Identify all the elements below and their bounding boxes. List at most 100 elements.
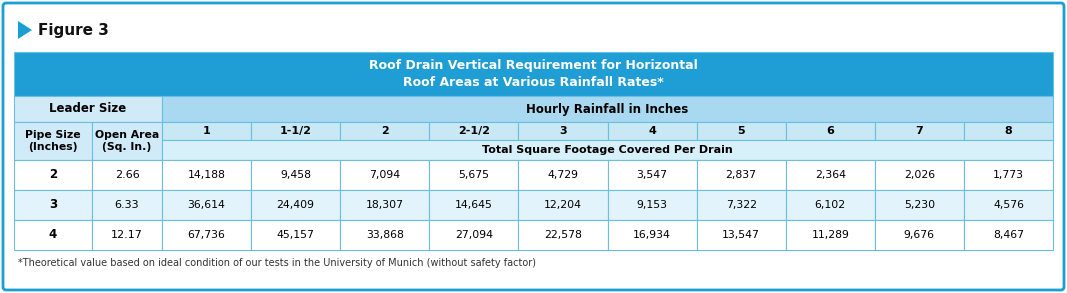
Text: Open Area
(Sq. In.): Open Area (Sq. In.)	[95, 130, 159, 152]
Bar	[251, 220, 340, 250]
Text: 12.17: 12.17	[111, 230, 143, 240]
Bar	[964, 220, 1053, 250]
Text: 5,675: 5,675	[459, 170, 490, 180]
Text: 3,547: 3,547	[637, 170, 668, 180]
Bar	[92, 220, 162, 250]
Text: Figure 3: Figure 3	[38, 23, 109, 38]
Text: 2.66: 2.66	[114, 170, 140, 180]
Bar	[875, 160, 964, 190]
Bar	[14, 122, 92, 160]
Bar	[607, 190, 697, 220]
Bar	[519, 122, 607, 140]
Bar	[519, 220, 607, 250]
Bar	[162, 160, 251, 190]
Text: 6: 6	[826, 126, 834, 136]
Text: 2,837: 2,837	[726, 170, 757, 180]
Bar	[519, 160, 607, 190]
Text: 16,934: 16,934	[633, 230, 671, 240]
Bar	[14, 96, 162, 122]
Bar	[92, 160, 162, 190]
Text: Hourly Rainfall in Inches: Hourly Rainfall in Inches	[526, 103, 688, 115]
Bar	[340, 220, 429, 250]
Text: Pipe Size
(Inches): Pipe Size (Inches)	[26, 130, 81, 152]
Bar	[964, 122, 1053, 140]
Bar	[875, 122, 964, 140]
Text: 7: 7	[915, 126, 923, 136]
Bar	[162, 122, 251, 140]
Text: 8,467: 8,467	[993, 230, 1024, 240]
Text: Leader Size: Leader Size	[49, 103, 127, 115]
Bar	[92, 190, 162, 220]
Text: 45,157: 45,157	[276, 230, 315, 240]
Text: 6,102: 6,102	[815, 200, 846, 210]
Bar	[162, 190, 251, 220]
Bar	[14, 190, 92, 220]
Bar	[607, 122, 697, 140]
Bar	[697, 160, 785, 190]
Bar	[785, 122, 875, 140]
Text: 24,409: 24,409	[276, 200, 315, 210]
Bar	[162, 96, 1053, 122]
Text: 14,645: 14,645	[455, 200, 493, 210]
Text: 5,230: 5,230	[904, 200, 935, 210]
Polygon shape	[18, 21, 32, 39]
Bar	[429, 220, 519, 250]
Text: 2: 2	[381, 126, 388, 136]
Text: 8: 8	[1004, 126, 1013, 136]
Text: 7,322: 7,322	[726, 200, 757, 210]
Bar	[340, 122, 429, 140]
Bar	[340, 190, 429, 220]
Bar	[429, 122, 519, 140]
Text: 9,153: 9,153	[637, 200, 668, 210]
Bar	[607, 160, 697, 190]
Text: 1: 1	[203, 126, 210, 136]
Text: 13,547: 13,547	[722, 230, 760, 240]
Text: 2: 2	[49, 168, 57, 181]
Bar	[607, 220, 697, 250]
Text: 36,614: 36,614	[188, 200, 225, 210]
Text: 5: 5	[737, 126, 745, 136]
FancyBboxPatch shape	[3, 3, 1064, 290]
Text: 7,094: 7,094	[369, 170, 400, 180]
Bar	[251, 160, 340, 190]
Text: 11,289: 11,289	[811, 230, 849, 240]
Bar	[14, 160, 92, 190]
Bar	[697, 220, 785, 250]
Bar	[162, 140, 1053, 160]
Bar	[964, 190, 1053, 220]
Bar	[14, 52, 1053, 96]
Text: 14,188: 14,188	[188, 170, 225, 180]
Bar	[340, 160, 429, 190]
Text: 33,868: 33,868	[366, 230, 403, 240]
Bar	[14, 220, 92, 250]
Bar	[964, 160, 1053, 190]
Text: 2,364: 2,364	[815, 170, 846, 180]
Text: 67,736: 67,736	[188, 230, 225, 240]
Bar	[162, 220, 251, 250]
Text: 27,094: 27,094	[455, 230, 493, 240]
Bar	[429, 160, 519, 190]
Bar	[251, 122, 340, 140]
Text: 1,773: 1,773	[993, 170, 1024, 180]
Text: 4: 4	[49, 229, 58, 241]
Text: 6.33: 6.33	[114, 200, 140, 210]
Text: 2,026: 2,026	[904, 170, 935, 180]
Text: 4: 4	[648, 126, 656, 136]
Bar	[429, 190, 519, 220]
Text: Total Square Footage Covered Per Drain: Total Square Footage Covered Per Drain	[482, 145, 733, 155]
Text: Roof Drain Vertical Requirement for Horizontal
Roof Areas at Various Rainfall Ra: Roof Drain Vertical Requirement for Hori…	[369, 59, 698, 89]
Text: 9,676: 9,676	[904, 230, 935, 240]
Text: 22,578: 22,578	[544, 230, 582, 240]
Text: 18,307: 18,307	[366, 200, 403, 210]
Bar	[251, 190, 340, 220]
Text: 3: 3	[559, 126, 567, 136]
Bar	[875, 220, 964, 250]
Text: 4,729: 4,729	[547, 170, 578, 180]
Bar	[697, 122, 785, 140]
Text: 1-1/2: 1-1/2	[280, 126, 312, 136]
Bar	[875, 190, 964, 220]
Bar	[785, 190, 875, 220]
Bar	[697, 190, 785, 220]
Text: 9,458: 9,458	[281, 170, 312, 180]
Text: 4,576: 4,576	[993, 200, 1024, 210]
